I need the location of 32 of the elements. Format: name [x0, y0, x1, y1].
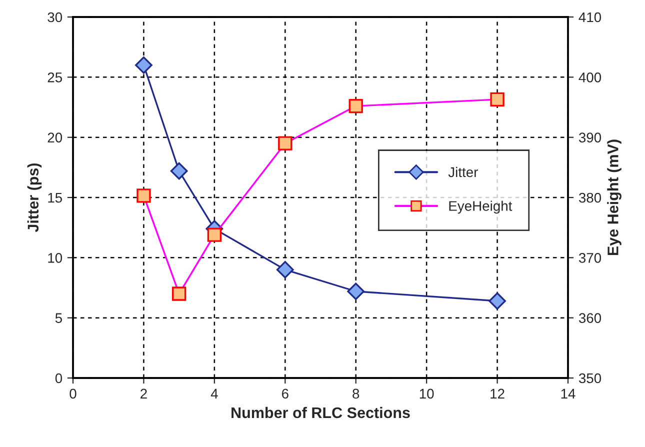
- x-tick-label: 12: [490, 388, 504, 398]
- y-tick-label: 25: [48, 72, 62, 82]
- x-tick-label: 2: [140, 388, 147, 398]
- point: [488, 292, 506, 310]
- x-axis-title: Number of RLC Sections: [232, 406, 410, 418]
- point: [347, 282, 365, 300]
- point: [135, 56, 152, 74]
- y2-tick-label: 370: [578, 253, 602, 263]
- y2-tick-label: 400: [578, 72, 602, 82]
- x-tick-label: 6: [282, 388, 288, 399]
- y2-tick-label: 380: [578, 192, 602, 203]
- y2-tick-label: 390: [578, 132, 602, 143]
- x-tick-label: 14: [561, 388, 576, 398]
- point: [170, 162, 188, 180]
- y-tick-label: 10: [48, 253, 62, 263]
- y-tick-label: 0: [55, 373, 62, 384]
- x-tick-label: 10: [420, 388, 434, 399]
- x-tick-label: 4: [210, 388, 218, 398]
- y-axis-title: Jitter (ps): [27, 163, 42, 232]
- x-tick-label: 0: [70, 388, 76, 399]
- point: [276, 261, 294, 278]
- y-tick-label: 5: [55, 313, 62, 324]
- y2-tick-label: 350: [578, 373, 602, 384]
- y2-axis-title: Eye Height (mV): [607, 140, 622, 256]
- y-tick-label: 20: [48, 132, 62, 143]
- y-tick-label: 30: [48, 12, 62, 22]
- y2-tick-label: 410: [578, 12, 602, 22]
- y-tick-label: 15: [48, 192, 62, 203]
- legend-label: Jitter: [448, 166, 478, 178]
- y2-tick-label: 360: [578, 313, 602, 324]
- x-tick-label: 8: [352, 388, 360, 399]
- legend-label: EyeHeight: [449, 200, 512, 214]
